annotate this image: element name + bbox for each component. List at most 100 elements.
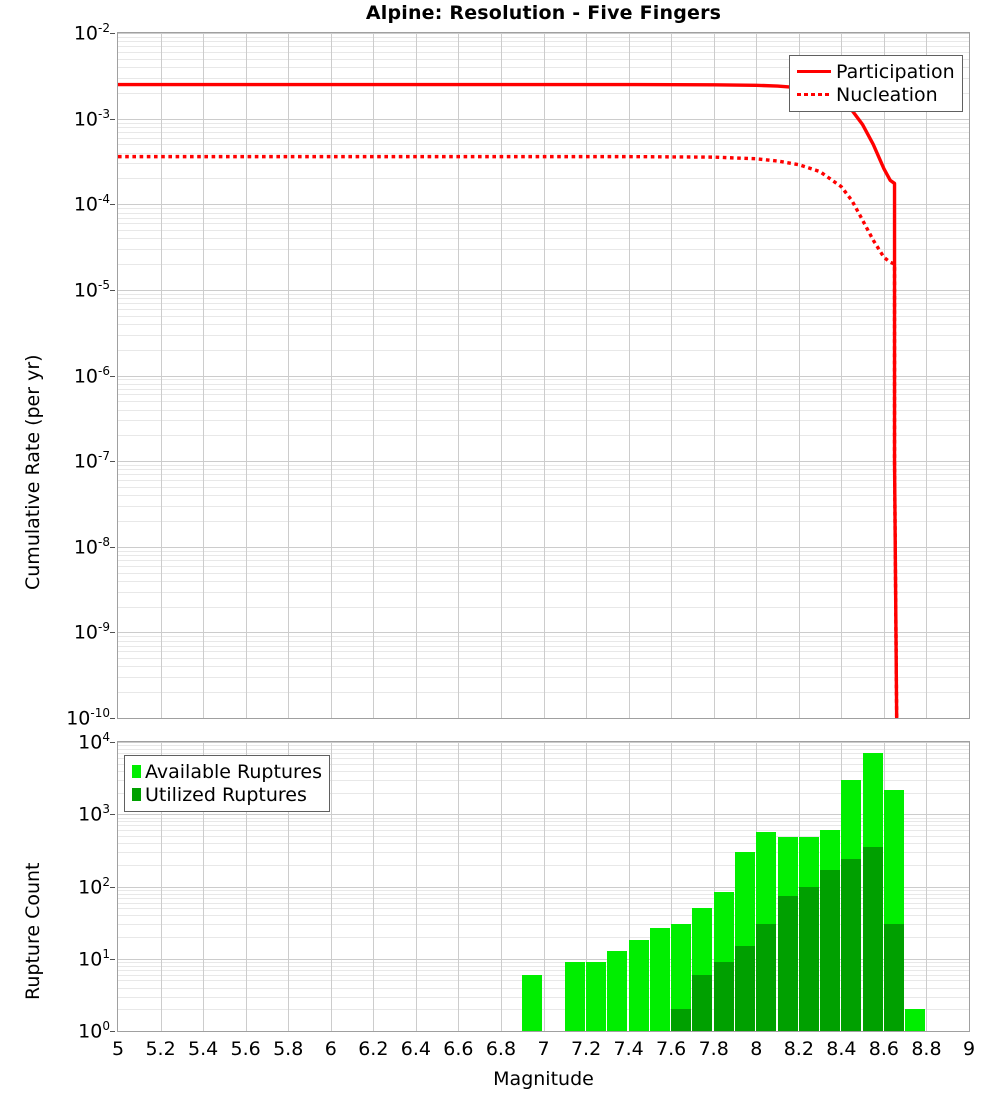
- bar-utilized: [841, 859, 862, 1031]
- tick-mark: [110, 1031, 115, 1032]
- gridline-major: [118, 718, 969, 719]
- bar-utilized: [883, 924, 904, 1031]
- gridline-minor: [118, 1031, 969, 1032]
- legend-label: Participation: [836, 60, 955, 83]
- x-tick-label: 6.4: [400, 1038, 431, 1060]
- y-tick-label: 102: [78, 874, 110, 898]
- legend-item: Available Ruptures: [132, 760, 322, 783]
- cumulative-rate-plot: [117, 32, 970, 719]
- legend-item: Nucleation: [797, 83, 955, 106]
- bar-available: [564, 962, 585, 1031]
- bar-utilized: [671, 1009, 692, 1031]
- y-tick-label: 10-8: [73, 534, 110, 559]
- y-tick-label: 10-5: [73, 277, 110, 302]
- x-tick-label: 7.8: [698, 1038, 729, 1060]
- x-tick-label: 5.4: [187, 1038, 219, 1060]
- gridline-minor: [118, 1031, 969, 1032]
- legend-item: Utilized Ruptures: [132, 783, 322, 806]
- y-tick-label: 10-4: [73, 192, 110, 216]
- solid-line-icon: [797, 62, 831, 81]
- bar-utilized: [798, 886, 819, 1031]
- x-tick-label: 5: [111, 1038, 125, 1060]
- x-tick-label: 5.8: [273, 1038, 304, 1060]
- participation-curve: [118, 82, 899, 718]
- legend-label: Available Ruptures: [145, 760, 322, 783]
- bar-utilized: [713, 962, 734, 1031]
- bar-available: [628, 940, 649, 1031]
- x-tick-label: 7.6: [656, 1038, 687, 1060]
- x-tick-label: 8.6: [868, 1038, 899, 1060]
- rupture-bars: [118, 742, 969, 1031]
- x-tick-label: 5.2: [145, 1038, 176, 1060]
- x-tick-label: 6.2: [358, 1038, 389, 1060]
- x-tick-label: 9: [962, 1038, 976, 1060]
- x-tick-label: 7: [537, 1038, 550, 1060]
- nucleation-curve: [118, 154, 899, 718]
- legend-label: Nucleation: [836, 83, 938, 106]
- legend-top: Participation Nucleation: [789, 55, 963, 112]
- tick-mark: [110, 461, 115, 462]
- y-tick-label: 10-6: [73, 363, 110, 387]
- gridline-minor: [118, 1031, 969, 1032]
- tick-mark: [110, 33, 115, 34]
- y-tick-label: 10-2: [73, 21, 110, 45]
- x-tick-label: 6.8: [485, 1038, 517, 1060]
- y-tick-label: 104: [78, 730, 110, 754]
- y-tick-labels-bottom: 100 101 102 103 104: [38, 0, 115, 1100]
- bar-utilized: [777, 895, 798, 1031]
- y-tick-label: 10-3: [73, 106, 110, 130]
- tick-mark: [110, 718, 115, 719]
- bar-available: [586, 962, 607, 1031]
- x-tick-label: 6.6: [443, 1038, 474, 1060]
- bar-utilized: [862, 847, 883, 1031]
- tick-mark: [110, 290, 115, 291]
- page-title: Alpine: Resolution - Five Fingers: [365, 2, 722, 24]
- rate-curves: [118, 82, 899, 718]
- bar-utilized: [820, 869, 841, 1031]
- y-tick-labels-top: 10-2 10-3 10-4 10-5 10-6 10-7 10-8 10-9 10-10: [38, 0, 115, 1100]
- x-tick-label: 8.4: [826, 1038, 857, 1060]
- tick-mark: [110, 632, 115, 633]
- y-tick-label: 101: [78, 946, 110, 971]
- bar-available: [607, 950, 628, 1031]
- gridline-minor: [118, 1031, 969, 1032]
- x-axis-label: Magnitude: [493, 1068, 594, 1090]
- color-swatch-icon: [132, 765, 141, 778]
- tick-mark: [110, 204, 115, 205]
- x-tick-label: 6: [324, 1038, 337, 1060]
- bar-available: [671, 924, 692, 1031]
- x-tick-label: 5.6: [230, 1038, 261, 1060]
- tick-mark: [110, 547, 115, 548]
- bar-utilized: [756, 924, 777, 1031]
- gridline-minor: [118, 1031, 969, 1032]
- gridline-minor: [118, 1031, 969, 1032]
- gridline-major: [118, 1031, 969, 1032]
- x-tick-label: 7.4: [613, 1038, 644, 1060]
- bar-available: [649, 927, 670, 1031]
- y-tick-label: 100: [78, 1019, 110, 1043]
- x-tick-label: 8.2: [783, 1038, 814, 1060]
- x-tick-label: 8: [750, 1038, 763, 1060]
- legend-label: Utilized Ruptures: [145, 783, 307, 806]
- y-tick-label: 10-9: [73, 620, 110, 644]
- bar-available: [905, 1009, 926, 1031]
- bar-utilized: [734, 946, 756, 1031]
- tick-mark: [110, 959, 115, 960]
- tick-mark: [110, 887, 115, 888]
- gridline-minor: [118, 1031, 969, 1032]
- gridline-minor: [118, 1031, 969, 1032]
- x-tick-label: 8.8: [911, 1038, 942, 1060]
- tick-mark: [110, 119, 115, 120]
- color-swatch-icon: [132, 788, 141, 801]
- x-tick-label: 7.2: [570, 1038, 602, 1060]
- y-tick-label: 103: [78, 802, 110, 826]
- legend-item: Participation: [797, 60, 955, 83]
- bar-utilized: [692, 974, 713, 1031]
- y-tick-label: 10-7: [73, 449, 110, 473]
- legend-bottom: Available Ruptures Utilized Ruptures: [124, 755, 330, 812]
- tick-mark: [110, 814, 115, 815]
- bar-available: [522, 974, 543, 1031]
- y-tick-label: 10-10: [66, 706, 110, 730]
- dotted-line-icon: [797, 85, 831, 104]
